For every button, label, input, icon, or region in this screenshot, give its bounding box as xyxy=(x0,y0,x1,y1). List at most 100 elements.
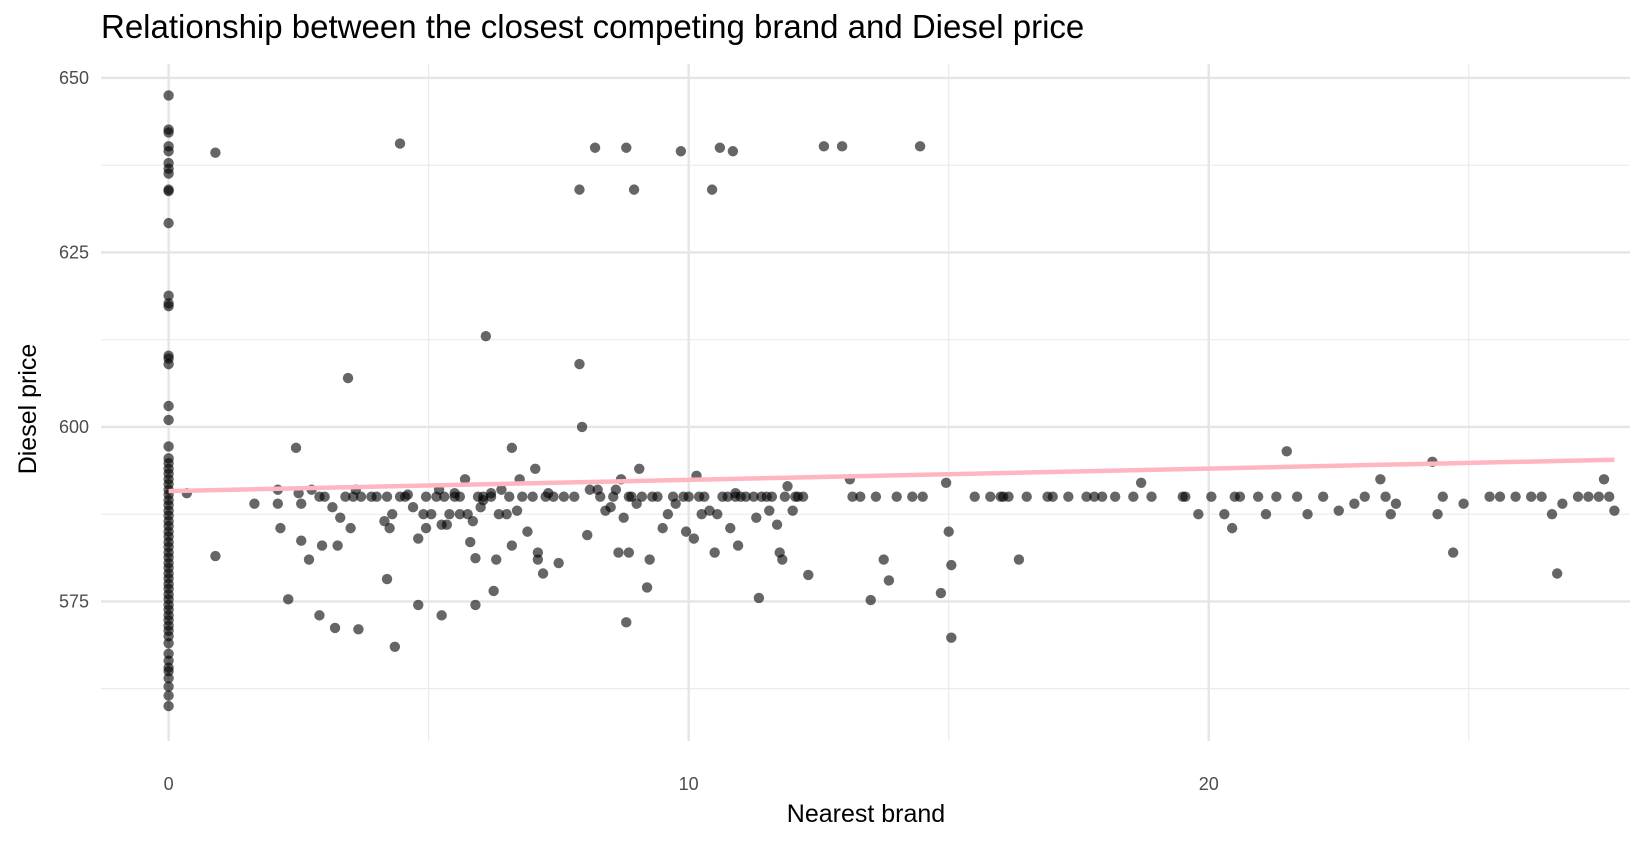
scatter-point-82 xyxy=(327,501,338,513)
scatter-point-111 xyxy=(426,508,437,520)
scatter-point-291 xyxy=(1447,547,1459,558)
scatter-point-127 xyxy=(470,552,481,564)
scatter-point-142 xyxy=(506,442,518,454)
scatter-point-161 xyxy=(576,421,588,433)
scatter-point-275 xyxy=(1260,508,1272,520)
scatter-point-193 xyxy=(680,526,692,537)
scatter-point-274 xyxy=(1252,491,1264,502)
scatter-point-85 xyxy=(335,512,346,523)
scatter-point-164 xyxy=(589,142,601,153)
scatter-point-283 xyxy=(1359,491,1370,502)
scatter-point-69 xyxy=(272,498,284,509)
scatter-point-244 xyxy=(935,587,947,599)
scatter-point-19 xyxy=(163,441,174,452)
scatter-point-242 xyxy=(914,141,926,152)
scatter-point-236 xyxy=(865,594,876,606)
scatter-point-158 xyxy=(569,491,580,502)
scatter-point-171 xyxy=(613,547,624,558)
scatter-point-162 xyxy=(582,529,593,541)
scatter-point-87 xyxy=(342,372,354,384)
scatter-point-258 xyxy=(1063,491,1074,502)
scatter-point-223 xyxy=(777,554,788,565)
scatter-point-140 xyxy=(501,508,512,520)
x-axis-label: Nearest brand xyxy=(787,800,945,828)
scatter-point-235 xyxy=(855,491,866,502)
scatter-point-136 xyxy=(488,585,499,597)
scatter-point-213 xyxy=(740,491,752,502)
scatter-point-2 xyxy=(163,127,174,138)
scatter-point-159 xyxy=(574,358,585,370)
x-tick-label-0: 0 xyxy=(164,774,174,794)
scatter-point-105 xyxy=(407,501,419,513)
scatter-point-265 xyxy=(1146,491,1157,502)
scatter-point-224 xyxy=(779,491,791,502)
scatter-point-98 xyxy=(384,522,395,534)
scatter-point-66 xyxy=(210,550,221,562)
scatter-point-71 xyxy=(283,594,294,605)
scatter-point-299 xyxy=(1546,508,1558,520)
scatter-point-285 xyxy=(1380,491,1391,502)
x-tick-label-1: 10 xyxy=(679,774,699,794)
scatter-point-155 xyxy=(548,491,559,502)
scatter-point-280 xyxy=(1317,491,1329,502)
scatter-point-99 xyxy=(387,508,398,520)
scatter-point-302 xyxy=(1583,491,1594,502)
scatter-point-211 xyxy=(732,540,744,551)
minor-gridlines xyxy=(101,64,1630,741)
scatter-point-75 xyxy=(296,535,307,546)
scatter-point-215 xyxy=(751,512,762,523)
scatter-point-303 xyxy=(1593,491,1604,502)
scatter-point-225 xyxy=(782,481,793,492)
scatter-point-166 xyxy=(595,491,606,502)
scatter-point-226 xyxy=(787,505,798,516)
scatter-point-204 xyxy=(714,142,726,153)
scatter-point-137 xyxy=(491,554,502,565)
scatter-point-106 xyxy=(413,533,424,544)
scatter-point-168 xyxy=(605,501,616,513)
scatter-point-250 xyxy=(985,491,996,502)
scatter-point-230 xyxy=(803,569,814,581)
scatter-point-184 xyxy=(644,554,655,565)
scatter-point-305 xyxy=(1603,491,1615,502)
x-tick-label-2: 20 xyxy=(1199,774,1219,794)
scatter-point-200 xyxy=(704,505,715,516)
scatter-point-261 xyxy=(1096,491,1108,502)
scatter-point-94 xyxy=(371,491,382,502)
scatter-point-65 xyxy=(210,147,221,158)
scatter-point-96 xyxy=(381,491,393,502)
scatter-point-174 xyxy=(621,142,632,153)
scatter-point-214 xyxy=(748,491,759,502)
y-axis-label: Diesel price xyxy=(14,344,42,475)
scatter-point-67 xyxy=(249,498,260,509)
scatter-point-138 xyxy=(493,508,505,520)
scatter-point-61 xyxy=(163,681,174,692)
scatter-point-83 xyxy=(329,622,341,634)
scatter-point-62 xyxy=(163,690,174,701)
scatter-point-195 xyxy=(688,533,700,544)
scatter-point-187 xyxy=(657,522,668,534)
scatter-point-0 xyxy=(163,90,174,101)
scatter-point-229 xyxy=(797,491,809,502)
scatter-point-115 xyxy=(436,610,447,621)
scatter-point-248 xyxy=(946,632,957,643)
scatter-point-63 xyxy=(163,700,174,712)
scatter-point-243 xyxy=(917,491,928,502)
scatter-point-245 xyxy=(940,477,952,488)
scatter-point-121 xyxy=(454,508,466,520)
scatter-point-157 xyxy=(558,491,570,502)
scatter-point-177 xyxy=(623,547,635,558)
scatter-point-287 xyxy=(1390,498,1402,509)
scatter-point-199 xyxy=(699,491,710,502)
scatter-point-300 xyxy=(1551,568,1563,579)
scatter-point-219 xyxy=(764,505,775,516)
scatter-point-263 xyxy=(1128,491,1139,502)
scatter-point-271 xyxy=(1226,522,1238,534)
scatter-point-55 xyxy=(163,638,174,649)
scatter-point-247 xyxy=(946,559,957,571)
scatter-point-220 xyxy=(766,491,778,502)
scatter-point-170 xyxy=(610,484,622,495)
scatter-point-139 xyxy=(496,484,507,495)
scatter-point-239 xyxy=(883,575,895,586)
scatter-point-188 xyxy=(662,508,674,520)
